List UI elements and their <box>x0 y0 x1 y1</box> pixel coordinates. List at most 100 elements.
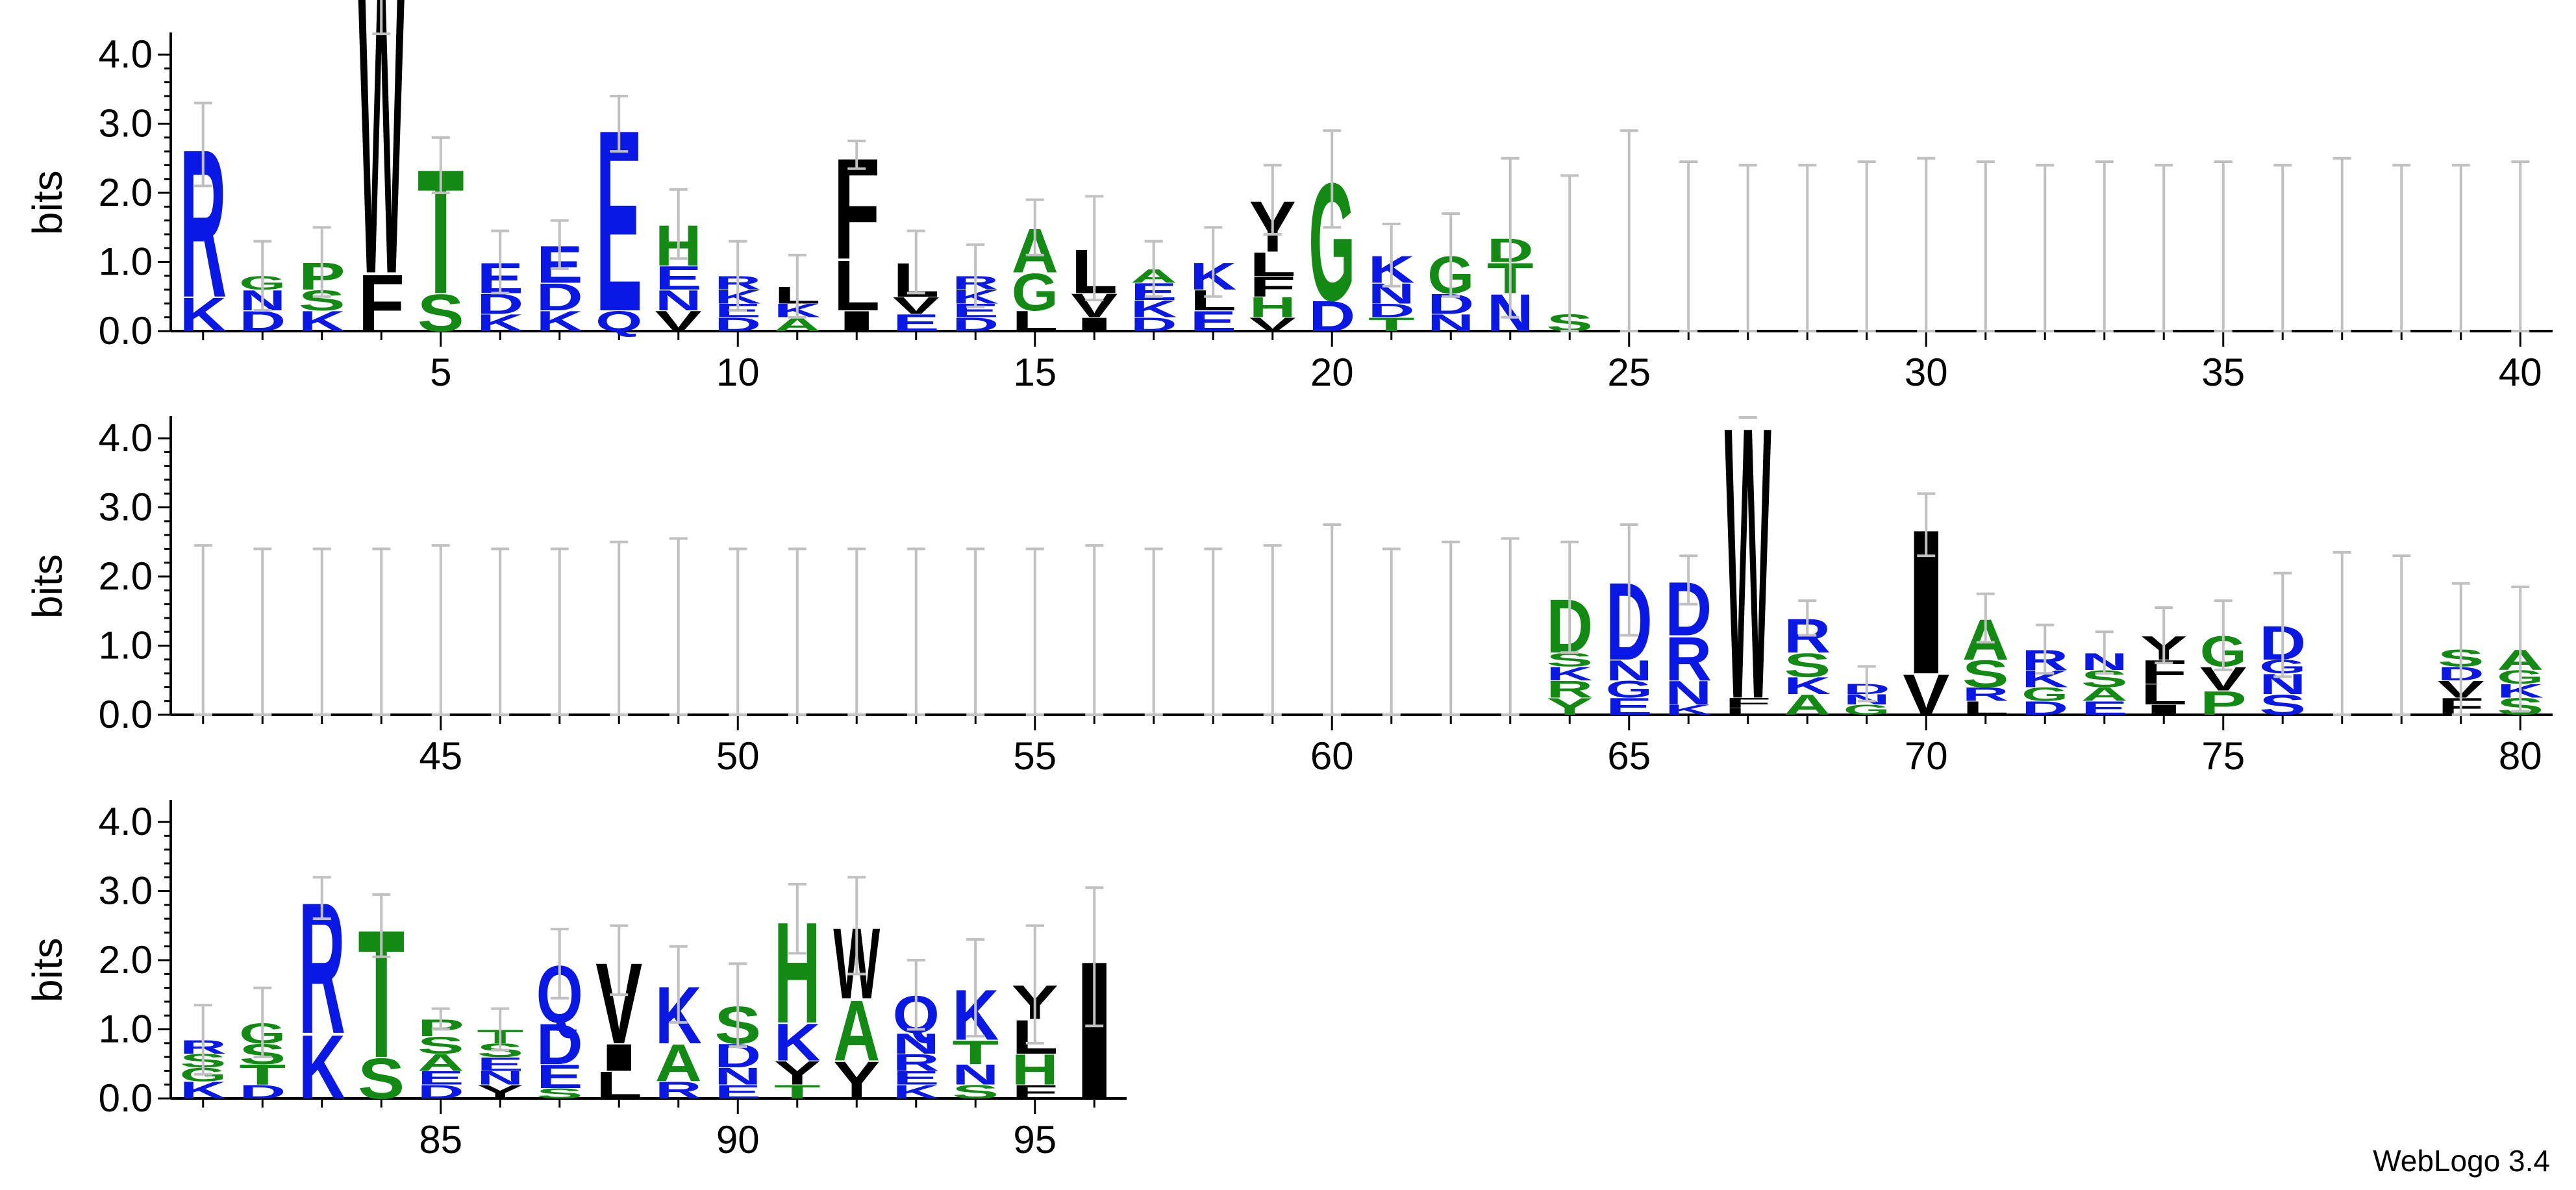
y-axis-label: bits <box>24 554 71 619</box>
logo-stack-1: KR <box>180 101 227 341</box>
logo-letter-F: F <box>1725 695 1771 711</box>
weblogo-credit: WebLogo 3.4 <box>2373 1144 2550 1178</box>
y-tick-label: 3.0 <box>99 102 153 145</box>
error-bar <box>1144 240 1163 298</box>
error-bar <box>2332 551 2351 716</box>
logo-letter-G: G <box>1844 702 1890 718</box>
error-bar <box>907 547 925 716</box>
error-bar <box>966 547 985 716</box>
y-tick-label: 3.0 <box>99 486 153 529</box>
error-bar <box>729 240 747 312</box>
logo-letter-T: T <box>239 1058 286 1091</box>
error-bar <box>610 924 629 997</box>
logo-letter-R: R <box>893 1049 940 1076</box>
logo-letter-W: W <box>358 0 405 359</box>
error-bar <box>2451 164 2470 332</box>
y-tick-label: 4.0 <box>99 32 153 76</box>
error-bar <box>1560 540 1579 654</box>
x-tick-label: 40 <box>2499 351 2542 394</box>
logo-stack-50 <box>729 547 747 716</box>
logo-stack-52 <box>847 547 866 716</box>
logo-letter-L: L <box>1725 706 1771 717</box>
error-bar <box>966 243 985 308</box>
logo-letter-V: V <box>1903 663 1949 727</box>
logo-letter-E: E <box>893 1067 940 1089</box>
logo-letter-A: A <box>2081 684 2128 705</box>
x-tick-label: 45 <box>419 734 462 778</box>
error-bar <box>1204 547 1223 716</box>
x-tick-label: 90 <box>716 1118 760 1161</box>
logo-letter-I: I <box>833 305 880 337</box>
y-tick-label: 1.0 <box>99 624 153 667</box>
logo-letter-K: K <box>1784 673 1831 699</box>
error-bar <box>372 893 391 958</box>
logo-letter-F: F <box>1249 270 1296 303</box>
logo-stack-84: ST <box>358 892 405 1111</box>
logo-letter-N: N <box>893 1028 940 1060</box>
error-bar <box>1619 129 1638 332</box>
logo-letter-N: N <box>655 284 702 316</box>
error-bar <box>1976 592 1995 644</box>
logo-letter-Y: Y <box>833 1051 880 1110</box>
logo-letter-E: E <box>893 310 940 336</box>
logo-stack-2: DNG <box>239 240 286 338</box>
logo-stack-35 <box>2214 160 2232 332</box>
logo-letter-L: L <box>1962 697 2009 719</box>
logo-stack-7: KDE <box>536 219 583 338</box>
logo-stack-68: AKSR <box>1784 599 1831 721</box>
logo-stack-85: DEASP <box>418 1007 464 1102</box>
error-bar <box>2511 586 2530 713</box>
y-tick-label: 2.0 <box>99 938 153 982</box>
logo-stack-26 <box>1679 160 1698 332</box>
logo-letter-D: D <box>1131 314 1177 335</box>
logo-stack-38 <box>2392 164 2411 332</box>
logo-letter-L: L <box>1012 305 1058 338</box>
logo-letter-K: K <box>536 305 583 337</box>
error-bar <box>1798 599 1817 637</box>
logo-letter-D: D <box>418 1081 464 1102</box>
logo-letter-S: S <box>536 1085 583 1102</box>
logo-letter-E: E <box>714 1081 761 1102</box>
error-bar <box>194 101 212 188</box>
error-bar <box>1263 544 1282 716</box>
error-bar <box>372 547 391 716</box>
error-bar <box>1917 492 1936 558</box>
error-bar <box>2332 156 2351 332</box>
logo-letter-W: W <box>1725 347 1772 780</box>
logo-letter-I: I <box>1071 314 1118 335</box>
logo-stack-24: S <box>1546 174 1593 336</box>
logo-letter-E: E <box>536 1058 583 1095</box>
x-tick-label: 70 <box>1905 734 1948 778</box>
error-bar <box>372 0 391 36</box>
error-bar <box>1382 222 1401 288</box>
error-bar <box>2214 160 2232 332</box>
error-bar <box>1798 164 1817 332</box>
error-bar <box>2214 599 2232 671</box>
logo-letter-T: T <box>1368 314 1415 335</box>
logo-stack-49 <box>669 537 688 716</box>
error-bar <box>2036 623 2055 675</box>
logo-letter-E: E <box>1190 305 1236 337</box>
logo-stack-81: KGSR <box>180 1004 227 1104</box>
logo-letter-S: S <box>418 1032 464 1059</box>
logo-stack-20: DG <box>1308 129 1355 340</box>
logo-letter-A: A <box>418 1049 464 1076</box>
logo-stack-53 <box>907 547 925 716</box>
error-bar <box>847 140 866 170</box>
logo-stack-6: KDE <box>477 229 523 336</box>
logo-letter-E: E <box>2081 697 2128 719</box>
error-bar <box>669 537 688 716</box>
logo-stack-27 <box>1738 164 1757 332</box>
logo-stack-61 <box>1382 547 1401 716</box>
error-bar <box>491 547 510 716</box>
error-bar <box>1085 544 1104 716</box>
logo-stack-11: AKL <box>774 253 821 335</box>
error-bar <box>2273 164 2292 332</box>
error-bar <box>550 928 569 1000</box>
logo-stack-5: ST <box>418 132 464 343</box>
logo-stack-48 <box>610 540 629 716</box>
error-bar <box>1679 160 1698 332</box>
